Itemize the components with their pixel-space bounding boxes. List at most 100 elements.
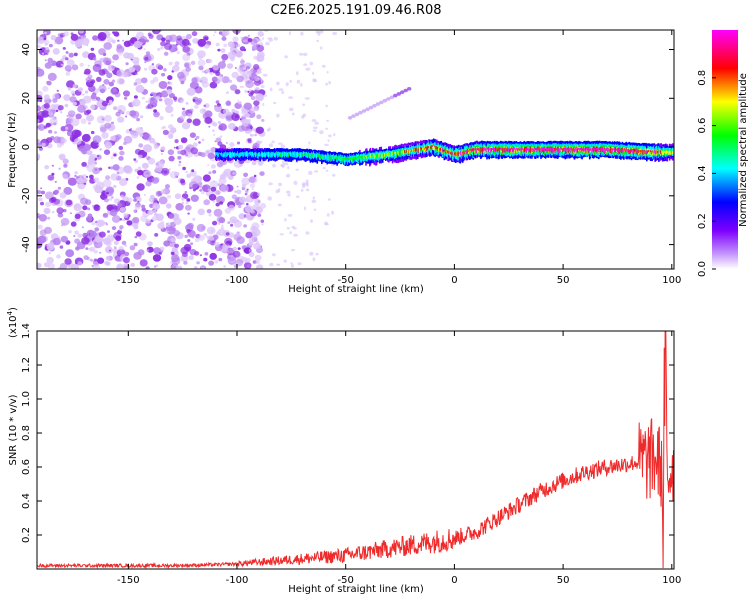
noise-blob [212, 122, 218, 127]
noise-blob [165, 39, 171, 44]
noise-blob [54, 180, 57, 183]
noise-blob [256, 44, 265, 52]
noise-blob [97, 31, 107, 41]
noise-blob [184, 234, 188, 238]
noise-blob [64, 126, 69, 130]
noise-blob [88, 85, 96, 92]
noise-blob [165, 105, 174, 114]
faint-speck [312, 196, 315, 200]
noise-blob [143, 48, 146, 51]
ridge-cell [496, 148, 499, 152]
noise-blob [47, 57, 53, 63]
noise-blob [57, 212, 64, 218]
noise-blob [209, 180, 219, 189]
ridge-cell [624, 148, 627, 153]
noise-blob [217, 183, 221, 187]
faint-speck [304, 97, 310, 100]
noise-blob [168, 168, 171, 171]
noise-blob [185, 66, 191, 72]
noise-blob [190, 60, 196, 65]
noise-blob [83, 110, 90, 116]
noise-blob [93, 240, 103, 249]
noise-blob [86, 175, 89, 178]
noise-blob [47, 174, 55, 181]
noise-blob [174, 139, 179, 144]
noise-blob [204, 43, 210, 49]
noise-blob [87, 64, 90, 67]
faint-speck [241, 183, 247, 188]
faint-speck [277, 203, 282, 207]
noise-blob [234, 67, 237, 69]
noise-blob [244, 205, 254, 213]
noise-blob [159, 246, 165, 251]
noise-blob [136, 117, 141, 122]
noise-blob [116, 44, 122, 49]
noise-blob [217, 222, 221, 225]
noise-blob [87, 121, 91, 125]
snr-x-ticks: -150 -100 -50 0 50 100 [117, 331, 681, 586]
noise-blob [238, 63, 246, 70]
noise-blob [197, 50, 206, 58]
noise-blob [227, 41, 235, 48]
noise-blob [97, 143, 100, 146]
faint-speck [324, 143, 329, 146]
noise-blob [48, 129, 53, 134]
faint-speck [284, 55, 288, 59]
faint-speck [305, 179, 309, 184]
noise-blob [145, 180, 152, 187]
faint-speck [272, 253, 276, 257]
noise-blob [92, 135, 102, 144]
faint-speck [300, 188, 304, 192]
noise-blob [231, 218, 237, 224]
noise-blob [217, 121, 221, 124]
noise-blob [95, 220, 98, 224]
faint-speck [240, 57, 244, 62]
noise-blob [243, 48, 247, 52]
noise-blob [201, 191, 205, 195]
noise-blob [230, 56, 235, 62]
noise-blob [118, 156, 124, 161]
noise-blob [45, 201, 52, 207]
noise-blob [231, 113, 240, 121]
noise-blob [216, 195, 225, 204]
noise-blob [52, 237, 61, 246]
faint-speck [286, 226, 290, 230]
ridge-cell [554, 148, 557, 153]
noise-blob [186, 173, 192, 178]
faint-speck [282, 160, 285, 164]
faint-speck [262, 102, 265, 107]
noise-blob [60, 217, 70, 226]
faint-speck [289, 31, 291, 36]
noise-blob [173, 96, 178, 101]
noise-blob [46, 137, 53, 143]
noise-blob [214, 104, 223, 113]
noise-blob [54, 41, 57, 44]
noise-blob [254, 133, 257, 137]
noise-blob [64, 258, 72, 265]
ridge-cell [444, 149, 446, 152]
noise-blob [220, 184, 229, 193]
faint-speck [309, 251, 314, 256]
noise-blob [154, 213, 158, 217]
noise-blob [81, 133, 91, 142]
colorbar-tick-label: 0.0 [697, 261, 708, 277]
ridge-cell [463, 151, 465, 156]
ridge-cell [658, 150, 660, 157]
noise-blob [124, 166, 133, 175]
noise-blob [165, 203, 172, 209]
noise-blob [182, 166, 187, 171]
faint-speck [299, 52, 304, 56]
faint-speck [292, 227, 297, 230]
noise-blob [171, 251, 175, 255]
ridge-cell [358, 155, 360, 159]
spectrogram-plot-area [37, 30, 674, 269]
noise-blob [155, 95, 161, 101]
noise-blob [154, 233, 159, 237]
noise-blob [69, 96, 77, 103]
noise-blob [52, 48, 60, 55]
noise-blob [67, 110, 76, 118]
noise-blob [226, 91, 229, 94]
noise-blob [86, 150, 93, 156]
faint-speck [268, 37, 274, 42]
